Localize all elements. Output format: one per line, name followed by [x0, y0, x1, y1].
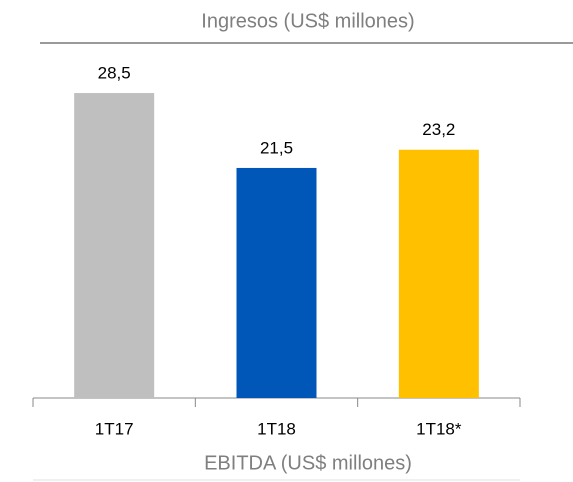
bar	[74, 93, 155, 399]
chart-title: Ingresos (US$ millones)	[201, 10, 414, 32]
annotation: EBITDA (US$ millones)	[204, 452, 412, 474]
x-tick-label: 1T18*	[416, 419, 462, 438]
x-tick-label: 1T18	[257, 419, 296, 438]
data-label: 23,2	[422, 120, 455, 139]
data-label: 21,5	[260, 138, 293, 157]
bar	[398, 149, 479, 398]
data-label: 28,5	[98, 64, 131, 83]
bar	[236, 167, 317, 398]
x-tick-label: 1T17	[95, 419, 134, 438]
